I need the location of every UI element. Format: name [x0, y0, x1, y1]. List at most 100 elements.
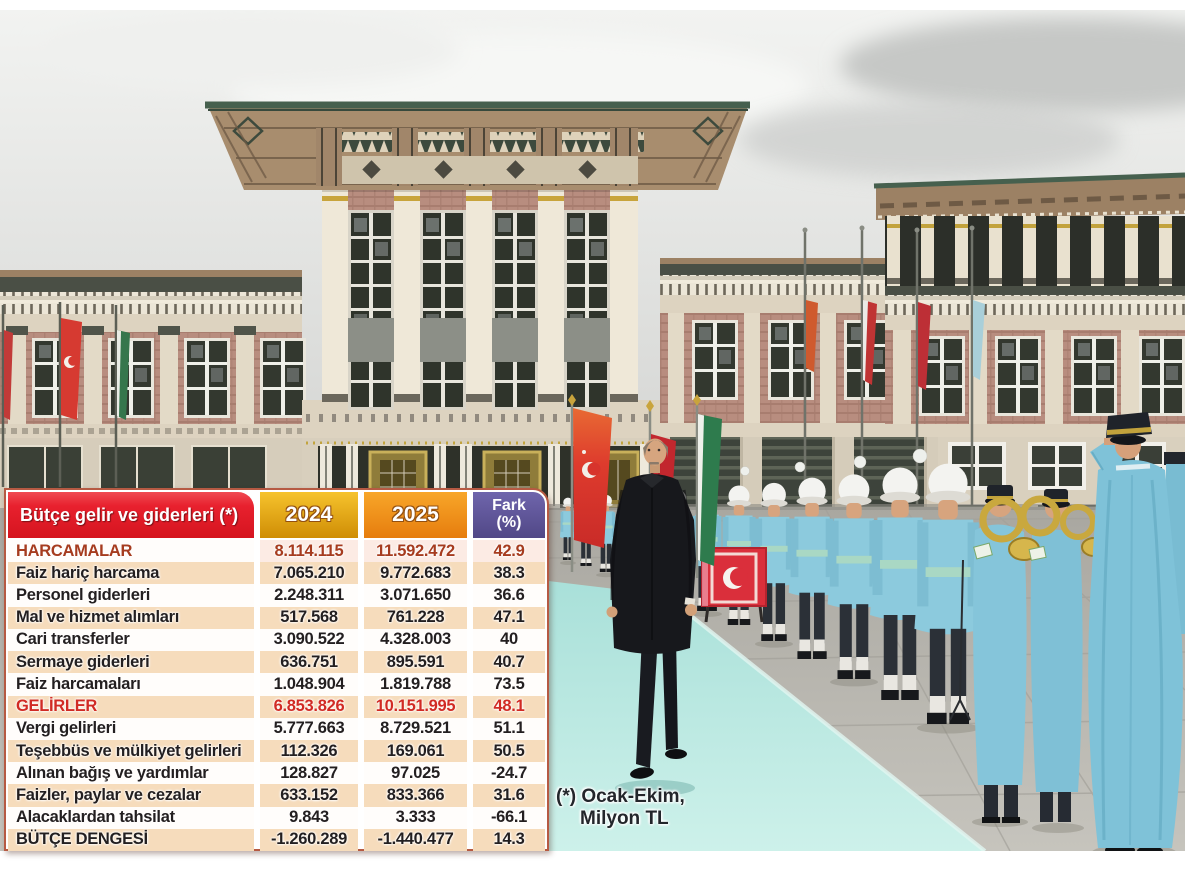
table-header-2024: 2024 — [260, 492, 358, 538]
row-label: Faiz harcamaları — [8, 673, 254, 696]
row-value-2024: 636.751 — [260, 651, 358, 674]
row-value-2024: 6.853.826 — [260, 695, 358, 718]
row-label: GELİRLER — [8, 695, 254, 718]
orange-flag — [806, 300, 818, 372]
turkish-flag — [568, 394, 612, 572]
row-value-fark: 40.7 — [473, 651, 545, 674]
table-header-fark: Fark (%) — [473, 492, 545, 538]
row-label: Teşebbüs ve mülkiyet gelirleri — [8, 739, 254, 763]
row-value-2024: 8.114.115 — [260, 540, 358, 563]
fark-label-line1: Fark — [492, 497, 526, 515]
row-value-2024: 633.152 — [260, 784, 358, 807]
table-row: Cari transferler 3.090.522 4.328.003 40 — [8, 628, 545, 652]
row-value-2025: 3.071.650 — [364, 584, 467, 607]
row-value-2025: 895.591 — [364, 651, 467, 674]
table-rows: HARCAMALAR 8.114.115 11.592.472 42.9 Fai… — [8, 540, 545, 852]
ceremonial-crescent-stand — [701, 547, 767, 623]
row-value-2024: 5.777.663 — [260, 717, 358, 740]
row-value-fark: 38.3 — [473, 562, 545, 585]
row-value-2024: 2.248.311 — [260, 584, 358, 607]
left-red-flag — [4, 330, 13, 420]
saluting-officer — [1088, 412, 1185, 851]
row-label: Faizler, paylar ve cezalar — [8, 784, 254, 807]
footnote-line2: Milyon TL — [580, 807, 669, 829]
table-row: Faiz harcamaları 1.048.904 1.819.788 73.… — [8, 673, 545, 696]
palace-mid-section — [660, 258, 890, 437]
table-row: Faizler, paylar ve cezalar 633.152 833.3… — [8, 784, 545, 807]
tower-gray-band — [348, 318, 610, 362]
row-value-2025: 11.592.472 — [364, 540, 467, 563]
row-value-2024: 112.326 — [260, 739, 358, 763]
row-label: Vergi gelirleri — [8, 717, 254, 740]
row-value-2025: 833.366 — [364, 784, 467, 807]
walking-president-figure — [606, 438, 697, 796]
table-header-row: Bütçe gelir ve giderleri (*) 2024 2025 F… — [8, 492, 545, 538]
table-row: BÜTÇE DENGESİ -1.260.289 -1.440.477 14.3 — [8, 828, 545, 852]
row-value-fark: -24.7 — [473, 762, 545, 785]
row-value-2024: -1.260.289 — [260, 828, 358, 852]
fark-label-line2: (%) — [496, 514, 522, 531]
table-row: Vergi gelirleri 5.777.663 8.729.521 51.1 — [8, 717, 545, 740]
row-value-fark: 31.6 — [473, 784, 545, 807]
row-value-2024: 3.090.522 — [260, 628, 358, 652]
red-white-flag — [863, 300, 877, 385]
row-value-2025: 9.772.683 — [364, 562, 467, 585]
table-row: Personel giderleri 2.248.311 3.071.650 3… — [8, 584, 545, 607]
table-footnote: (*) Ocak-Ekim, Milyon TL — [556, 786, 776, 830]
red-flag-pole — [918, 302, 931, 390]
row-value-fark: 42.9 — [473, 540, 545, 563]
table-row: Sermaye giderleri 636.751 895.591 40.7 — [8, 651, 545, 674]
row-value-fark: 36.6 — [473, 584, 545, 607]
left-flag-group — [1, 302, 130, 487]
row-label: HARCAMALAR — [8, 540, 254, 563]
footnote-line1: (*) Ocak-Ekim, — [556, 786, 685, 807]
table-row: Teşebbüs ve mülkiyet gelirleri 112.326 1… — [8, 739, 545, 763]
table-header-title: Bütçe gelir ve giderleri (*) — [8, 492, 254, 538]
row-value-2025: -1.440.477 — [364, 828, 467, 852]
budget-table: Bütçe gelir ve giderleri (*) 2024 2025 F… — [4, 488, 549, 852]
table-row: Mal ve hizmet alımları 517.568 761.228 4… — [8, 606, 545, 629]
row-value-fark: 47.1 — [473, 606, 545, 629]
row-value-fark: 51.1 — [473, 717, 545, 740]
row-label: Mal ve hizmet alımları — [8, 606, 254, 629]
table-row: Alınan bağış ve yardımlar 128.827 97.025… — [8, 762, 545, 785]
tower-roof — [205, 101, 750, 190]
row-value-2024: 128.827 — [260, 762, 358, 785]
table-header-2025: 2025 — [364, 492, 467, 538]
row-value-2025: 97.025 — [364, 762, 467, 785]
left-turkish-flag — [61, 318, 82, 420]
row-value-2025: 1.819.788 — [364, 673, 467, 696]
row-label: Cari transferler — [8, 628, 254, 652]
green-white-flag — [693, 394, 722, 578]
row-value-2024: 1.048.904 — [260, 673, 358, 696]
row-value-fark: 73.5 — [473, 673, 545, 696]
row-label: Personel giderleri — [8, 584, 254, 607]
row-value-2025: 10.151.995 — [364, 695, 467, 718]
row-value-2025: 169.061 — [364, 739, 467, 763]
table-row: Faiz hariç harcama 7.065.210 9.772.683 3… — [8, 562, 545, 585]
row-value-fark: 40 — [473, 628, 545, 652]
row-label: Alınan bağış ve yardımlar — [8, 762, 254, 785]
palace-left-wing — [0, 270, 306, 508]
military-band — [949, 485, 1107, 833]
row-value-2025: 761.228 — [364, 606, 467, 629]
row-value-fark: -66.1 — [473, 806, 545, 829]
palace-right-wing — [873, 172, 1185, 437]
row-value-2025: 4.328.003 — [364, 628, 467, 652]
row-value-fark: 14.3 — [473, 828, 545, 852]
row-value-fark: 48.1 — [473, 695, 545, 718]
table-row: GELİRLER 6.853.826 10.151.995 48.1 — [8, 695, 545, 718]
row-value-2025: 3.333 — [364, 806, 467, 829]
row-label: Faiz hariç harcama — [8, 562, 254, 585]
table-row: HARCAMALAR 8.114.115 11.592.472 42.9 — [8, 540, 545, 563]
second-rank-guards — [695, 448, 928, 479]
light-blue-flag — [973, 300, 985, 380]
row-value-2024: 9.843 — [260, 806, 358, 829]
left-green-flag — [117, 330, 130, 420]
row-label: BÜTÇE DENGESİ — [8, 828, 254, 852]
right-flagpole-group — [802, 225, 985, 505]
row-value-fark: 50.5 — [473, 739, 545, 763]
row-label: Sermaye giderleri — [8, 651, 254, 674]
row-value-2024: 7.065.210 — [260, 562, 358, 585]
